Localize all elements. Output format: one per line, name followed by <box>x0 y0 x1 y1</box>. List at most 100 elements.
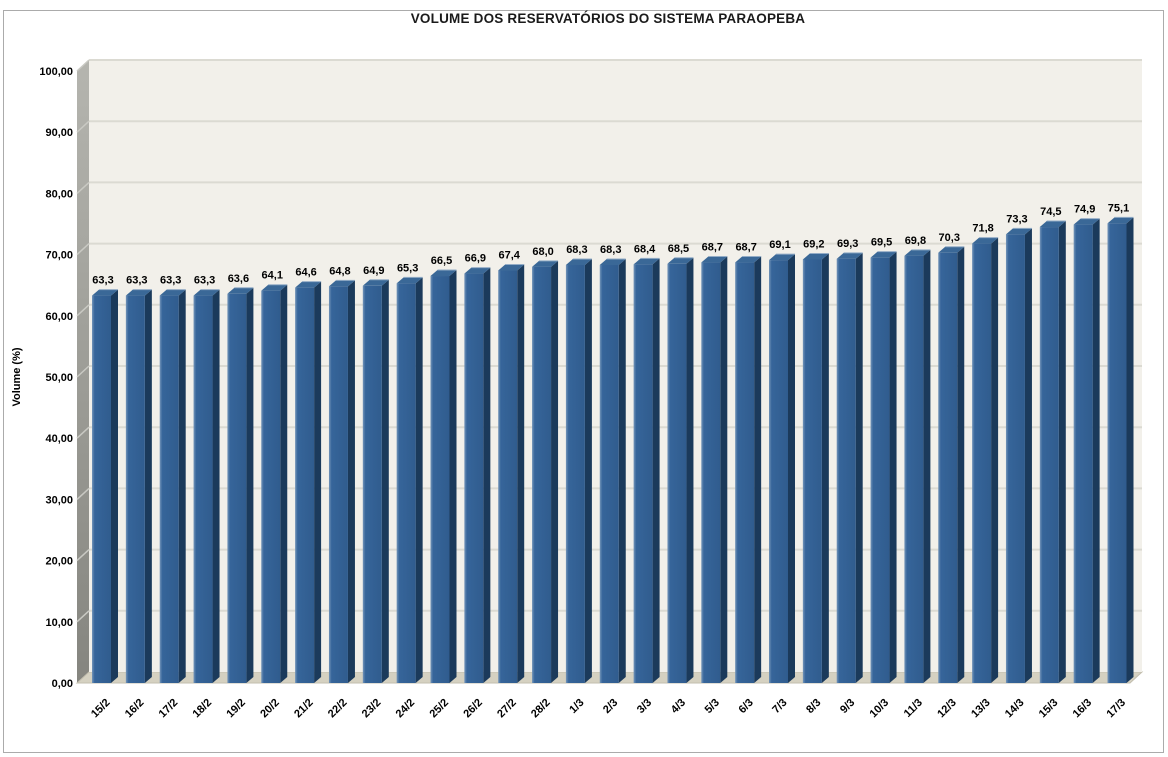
bar-face <box>193 295 213 683</box>
bar-top <box>904 249 931 256</box>
bar-side <box>686 257 694 683</box>
bar-face <box>498 270 518 683</box>
bar-group: 74,9 <box>1073 204 1100 683</box>
bar-side <box>415 277 423 683</box>
bar-value-label: 64,6 <box>295 267 316 279</box>
bar-value-label: 68,5 <box>668 243 689 255</box>
bar-group: 67,4 <box>498 250 525 683</box>
bar-face <box>701 262 721 683</box>
wall-gridline <box>76 487 90 500</box>
bar-value-label: 63,3 <box>126 275 147 287</box>
bar-face <box>532 266 552 683</box>
bar-face <box>92 295 111 683</box>
bar-side <box>584 259 592 683</box>
bar-group: 63,6 <box>227 273 254 683</box>
bar-value-label: 73,3 <box>1006 213 1027 225</box>
bar-value-label: 68,3 <box>600 244 621 256</box>
bar-top <box>328 280 355 287</box>
bar-side <box>957 246 965 683</box>
bar-top <box>464 267 491 274</box>
bar-top <box>938 246 965 253</box>
y-tick-label: 0,00 <box>52 678 73 690</box>
x-tick-label: 23/2 <box>360 697 384 721</box>
bar-group: 63,3 <box>125 275 152 683</box>
bar-face <box>938 252 958 683</box>
bar-face <box>1039 227 1059 683</box>
bar-face <box>227 293 247 683</box>
bar-face <box>430 276 450 683</box>
bar-side <box>314 281 322 683</box>
bar-side <box>720 256 728 683</box>
y-tick-label: 80,00 <box>45 188 73 200</box>
bar-value-label: 75,1 <box>1108 202 1129 214</box>
bar-group: 66,9 <box>464 253 491 683</box>
x-tick-label: 22/2 <box>326 697 350 721</box>
bar-top <box>972 237 999 244</box>
bar-value-label: 67,4 <box>498 250 520 262</box>
bar-top <box>1073 218 1100 225</box>
bar-group: 69,8 <box>904 235 931 683</box>
bar-top <box>532 260 559 267</box>
bar-top <box>667 257 694 264</box>
x-tick-label: 27/2 <box>495 697 519 721</box>
x-tick-label: 2/3 <box>601 697 620 716</box>
wall-gridline <box>76 365 90 378</box>
bar-top <box>193 289 220 296</box>
wall-gridline <box>76 181 90 194</box>
x-tick-label: 9/3 <box>838 697 857 716</box>
bar-top <box>735 256 762 263</box>
bar-value-label: 64,1 <box>262 270 283 282</box>
bar-value-label: 68,7 <box>735 242 756 254</box>
bar-value-label: 68,7 <box>702 242 723 254</box>
bar-value-label: 74,9 <box>1074 204 1095 216</box>
y-tick-label: 90,00 <box>45 127 73 139</box>
bar-group: 64,6 <box>295 267 322 683</box>
bar-side <box>111 289 118 683</box>
bar-value-label: 63,6 <box>228 273 249 285</box>
wall-gridline <box>76 426 90 439</box>
bar-value-label: 74,5 <box>1040 206 1061 218</box>
y-tick-label: 10,00 <box>45 617 73 629</box>
bar-group: 75,1 <box>1107 202 1134 683</box>
x-tick-label: 28/2 <box>529 697 553 721</box>
bar-value-label: 63,3 <box>160 275 181 287</box>
bar-side <box>381 279 389 683</box>
bar-group: 68,4 <box>633 243 660 683</box>
wall-gridline <box>76 549 90 562</box>
bar-top <box>430 270 457 277</box>
wall-gridline <box>76 610 90 623</box>
y-tick-label: 20,00 <box>45 556 73 568</box>
bar-face <box>802 259 822 683</box>
bar-group: 69,3 <box>836 238 863 683</box>
x-tick-label: 3/3 <box>635 697 654 716</box>
bar-side <box>788 254 795 683</box>
bar-face <box>396 283 416 683</box>
bar-face <box>1107 223 1127 683</box>
bar-side <box>144 289 152 683</box>
bar-value-label: 70,3 <box>939 232 960 244</box>
bar-top <box>92 289 118 296</box>
bar-group: 63,3 <box>193 275 220 683</box>
bar-group: 73,3 <box>1005 213 1032 684</box>
bar-top <box>870 251 897 258</box>
bar-top <box>1107 217 1134 224</box>
bar-face <box>362 285 382 683</box>
bar-side <box>1024 228 1032 684</box>
bar-top <box>362 279 389 286</box>
bar-face <box>295 287 315 683</box>
x-tick-label: 7/3 <box>770 697 789 716</box>
bar-group: 64,8 <box>328 265 355 683</box>
x-tick-label: 5/3 <box>703 697 722 716</box>
bar-face <box>1005 234 1025 684</box>
x-tick-label: 25/2 <box>427 697 451 721</box>
bar-side <box>1126 217 1134 683</box>
bar-top <box>565 259 592 266</box>
bar-side <box>449 270 457 683</box>
bar-top <box>159 289 186 296</box>
x-tick-label: 24/2 <box>394 697 418 721</box>
bar-top <box>633 258 660 265</box>
bar-group: 71,8 <box>972 223 999 684</box>
x-tick-label: 8/3 <box>804 697 823 716</box>
